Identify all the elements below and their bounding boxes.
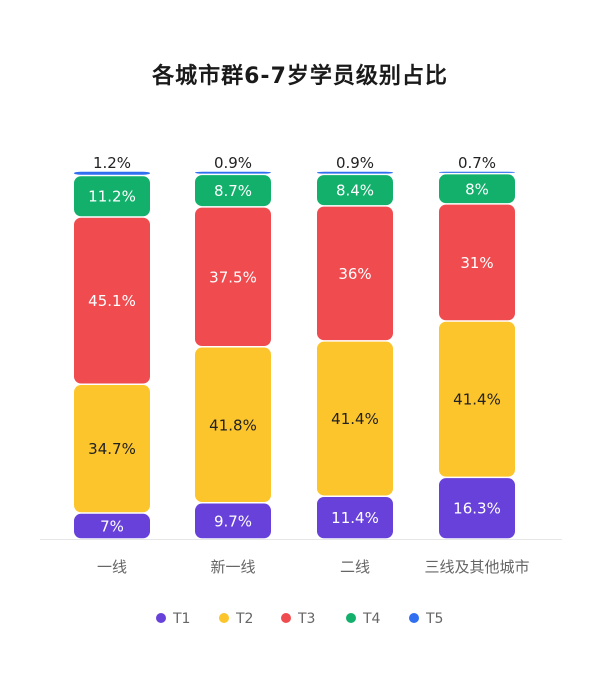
data-label-t5-4: 0.7% — [458, 154, 496, 172]
data-label-t5-1: 1.2% — [93, 154, 131, 172]
legend-marker-t5 — [409, 613, 419, 623]
legend-label-t3: T3 — [297, 611, 315, 627]
bar-t2-2 — [195, 347, 271, 503]
bar-t3-3 — [317, 206, 393, 341]
legend-marker-t2 — [219, 613, 229, 623]
data-label-t3-1: 45.1% — [88, 292, 136, 310]
bar-t5-4 — [439, 171, 515, 173]
data-label-t1-3: 11.4% — [331, 509, 379, 527]
x-tick-label: 新一线 — [210, 558, 255, 576]
bar-t4-4 — [439, 174, 515, 204]
bar-t5-3 — [317, 171, 393, 174]
legend-label-t5: T5 — [425, 611, 443, 627]
x-tick-label: 一线 — [97, 558, 127, 576]
data-label-t2-1: 34.7% — [88, 440, 136, 458]
chart-title: 各城市群6-7岁学员级别占比 — [152, 64, 448, 89]
bar-t2-3 — [317, 341, 393, 496]
bar-t4-1 — [74, 176, 150, 217]
data-label-t5-3: 0.9% — [336, 154, 374, 172]
data-label-t3-4: 31% — [460, 254, 493, 272]
legend-marker-t4 — [346, 613, 356, 623]
legend-label-t1: T1 — [172, 611, 190, 627]
bar-t3-4 — [439, 204, 515, 321]
bar-t2-4 — [439, 321, 515, 477]
legend-marker-t1 — [156, 613, 166, 623]
bar-t2-1 — [74, 385, 150, 513]
data-label-t3-2: 37.5% — [209, 268, 257, 286]
data-label-t2-2: 41.8% — [209, 416, 257, 434]
bar-t4-2 — [195, 175, 271, 207]
bar-t1-1 — [74, 513, 150, 539]
bar-t1-4 — [439, 478, 515, 539]
data-label-t5-2: 0.9% — [214, 154, 252, 172]
data-label-t4-1: 11.2% — [88, 188, 136, 206]
data-label-t4-2: 8.7% — [214, 182, 252, 200]
bar-t3-2 — [195, 207, 271, 347]
data-label-t4-3: 8.4% — [336, 182, 374, 200]
data-label-t2-4: 41.4% — [453, 391, 501, 409]
data-label-t1-4: 16.3% — [453, 500, 501, 518]
bar-t4-3 — [317, 175, 393, 206]
data-label-t3-3: 36% — [338, 265, 371, 283]
data-label-t1-1: 7% — [100, 518, 124, 536]
x-tick-label: 二线 — [340, 558, 370, 576]
data-label-t4-4: 8% — [465, 180, 489, 198]
data-label-t1-2: 9.7% — [214, 512, 252, 530]
legend-label-t2: T2 — [235, 611, 253, 627]
x-tick-label: 三线及其他城市 — [424, 558, 529, 576]
bar-t1-3 — [317, 496, 393, 539]
bar-t5-1 — [74, 171, 150, 175]
bar-t5-2 — [195, 171, 271, 174]
data-label-t2-3: 41.4% — [331, 410, 379, 428]
legend-label-t4: T4 — [362, 611, 381, 627]
bar-t1-2 — [195, 503, 271, 539]
bar-t3-1 — [74, 217, 150, 384]
legend-marker-t3 — [281, 613, 291, 623]
